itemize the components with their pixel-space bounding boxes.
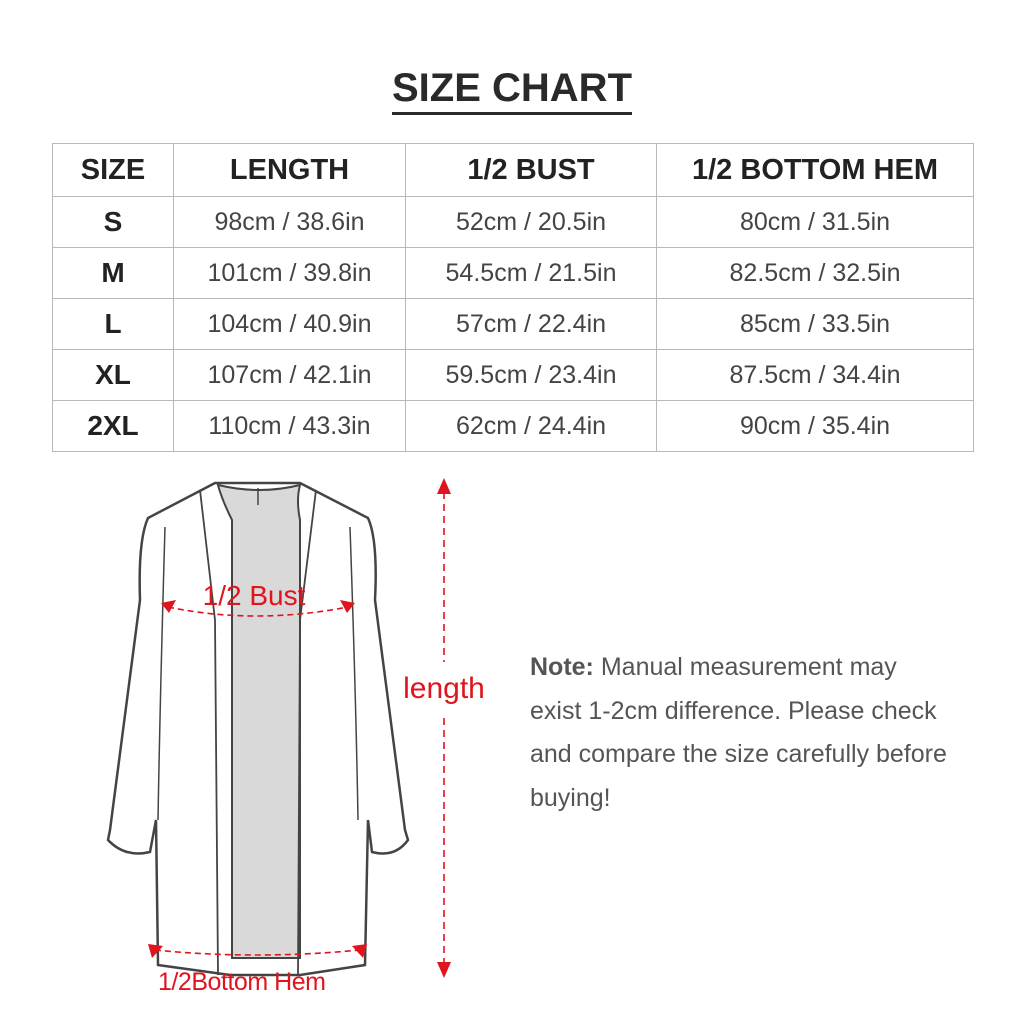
hem-cell: 87.5cm / 34.4in — [656, 349, 974, 401]
page-title: SIZE CHART — [0, 66, 1024, 115]
hem-measure — [148, 944, 367, 958]
bust-cell: 52cm / 20.5in — [405, 196, 657, 248]
length-measure — [437, 478, 451, 978]
size-cell: XL — [52, 349, 174, 401]
length-cell: 110cm / 43.3in — [173, 400, 406, 452]
note: Note: Manual measurement may exist 1-2cm… — [530, 646, 950, 820]
bust-cell: 62cm / 24.4in — [405, 400, 657, 452]
hem-cell: 80cm / 31.5in — [656, 196, 974, 248]
arrow-right-icon — [340, 600, 355, 613]
header-bust: 1/2 BUST — [405, 143, 657, 197]
size-cell: S — [52, 196, 174, 248]
length-cell: 101cm / 39.8in — [173, 247, 406, 299]
table-row: L 104cm / 40.9in 57cm / 22.4in 85cm / 33.5i… — [52, 298, 974, 350]
header-hem: 1/2 BOTTOM HEM — [656, 143, 974, 197]
table-row: 2XL 110cm / 43.3in 62cm / 24.4in 90cm / 35.… — [52, 400, 974, 452]
length-label: length — [403, 672, 485, 705]
size-cell: L — [52, 298, 174, 350]
length-cell: 107cm / 42.1in — [173, 349, 406, 401]
header-size: SIZE — [52, 143, 174, 197]
arrow-down-icon — [437, 962, 451, 978]
arrow-right-icon — [352, 944, 367, 958]
hem-cell: 82.5cm / 32.5in — [656, 247, 974, 299]
note-label: Note: — [530, 653, 594, 681]
hem-cell: 90cm / 35.4in — [656, 400, 974, 452]
bust-cell: 57cm / 22.4in — [405, 298, 657, 350]
arrow-up-icon — [437, 478, 451, 494]
bust-measure — [161, 600, 355, 617]
table-row: XL 107cm / 42.1in 59.5cm / 23.4in 87.5cm / … — [52, 349, 974, 401]
table-row: S 98cm / 38.6in 52cm / 20.5in 80cm / 31.5in — [52, 196, 974, 248]
arrow-left-icon — [148, 944, 163, 958]
hem-cell: 85cm / 33.5in — [656, 298, 974, 350]
size-table: SIZE LENGTH 1/2 BUST 1/2 BOTTOM HEM S 98c… — [52, 143, 974, 452]
hem-label: 1/2Bottom Hem — [158, 968, 326, 996]
arrow-left-icon — [161, 600, 176, 613]
size-cell: 2XL — [52, 400, 174, 452]
note-text: Manual measurement may exist 1-2cm diffe… — [530, 653, 947, 812]
cardigan-illustration — [106, 481, 410, 977]
bust-label: 1/2 Bust — [203, 580, 306, 611]
